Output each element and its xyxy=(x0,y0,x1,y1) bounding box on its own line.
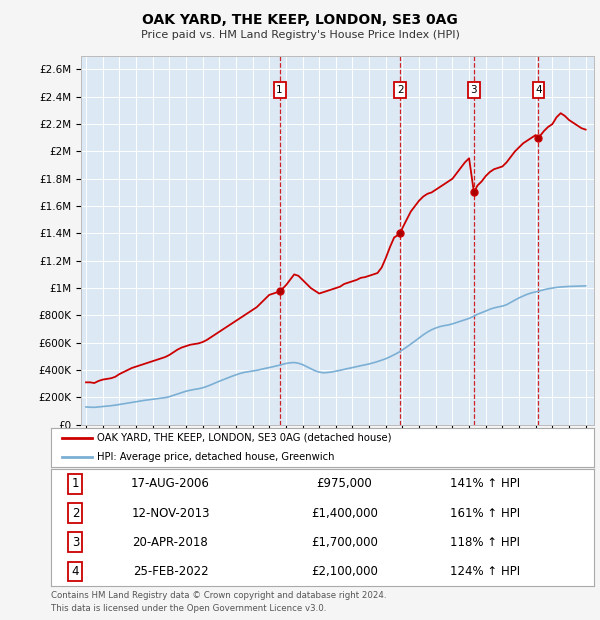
Text: Contains HM Land Registry data © Crown copyright and database right 2024.: Contains HM Land Registry data © Crown c… xyxy=(51,591,386,601)
Text: 118% ↑ HPI: 118% ↑ HPI xyxy=(451,536,520,549)
Text: 17-AUG-2006: 17-AUG-2006 xyxy=(131,477,210,490)
Text: This data is licensed under the Open Government Licence v3.0.: This data is licensed under the Open Gov… xyxy=(51,604,326,613)
Text: £1,700,000: £1,700,000 xyxy=(311,536,377,549)
Text: 3: 3 xyxy=(72,536,79,549)
Text: £1,400,000: £1,400,000 xyxy=(311,507,377,520)
Text: 3: 3 xyxy=(470,85,477,95)
Text: £2,100,000: £2,100,000 xyxy=(311,565,377,578)
Text: 161% ↑ HPI: 161% ↑ HPI xyxy=(451,507,520,520)
Text: 2: 2 xyxy=(71,507,79,520)
Text: £975,000: £975,000 xyxy=(316,477,372,490)
Text: 20-APR-2018: 20-APR-2018 xyxy=(133,536,208,549)
Text: 4: 4 xyxy=(71,565,79,578)
Text: 25-FEB-2022: 25-FEB-2022 xyxy=(133,565,208,578)
Text: 1: 1 xyxy=(277,85,283,95)
Text: 1: 1 xyxy=(71,477,79,490)
Text: Price paid vs. HM Land Registry's House Price Index (HPI): Price paid vs. HM Land Registry's House … xyxy=(140,30,460,40)
Text: 12-NOV-2013: 12-NOV-2013 xyxy=(131,507,210,520)
Text: 141% ↑ HPI: 141% ↑ HPI xyxy=(451,477,520,490)
Text: 2: 2 xyxy=(397,85,404,95)
Text: OAK YARD, THE KEEP, LONDON, SE3 0AG (detached house): OAK YARD, THE KEEP, LONDON, SE3 0AG (det… xyxy=(97,433,392,443)
Text: 124% ↑ HPI: 124% ↑ HPI xyxy=(451,565,520,578)
Text: 4: 4 xyxy=(535,85,542,95)
Text: HPI: Average price, detached house, Greenwich: HPI: Average price, detached house, Gree… xyxy=(97,452,335,462)
Text: OAK YARD, THE KEEP, LONDON, SE3 0AG: OAK YARD, THE KEEP, LONDON, SE3 0AG xyxy=(142,13,458,27)
